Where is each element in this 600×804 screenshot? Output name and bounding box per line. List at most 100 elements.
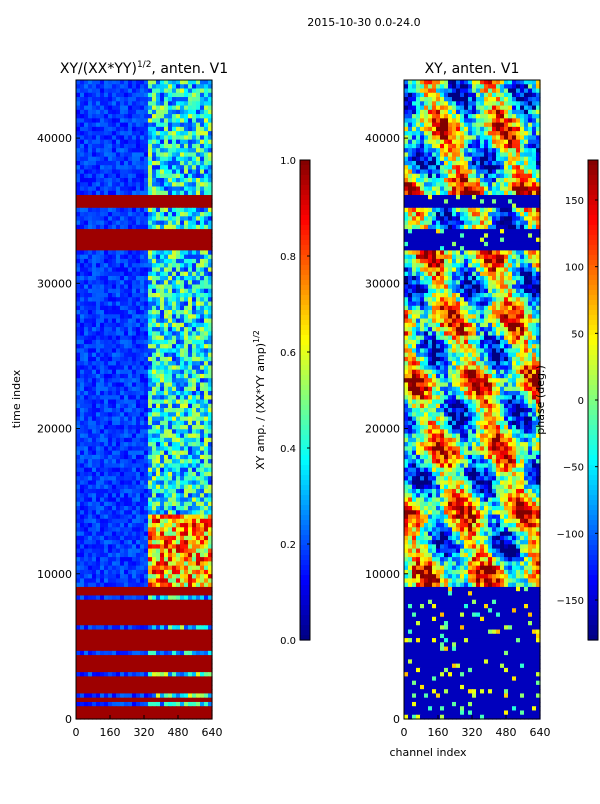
heatmap-cell	[116, 459, 121, 464]
heatmap-cell	[200, 310, 205, 315]
heatmap-cell	[192, 591, 197, 597]
heatmap-cell	[152, 629, 157, 635]
heatmap-cell	[200, 314, 205, 320]
heatmap-cell	[112, 390, 117, 396]
heatmap-cell	[124, 442, 129, 447]
heatmap-cell	[124, 672, 129, 677]
heatmap-cell	[100, 399, 105, 405]
heatmap-cell	[160, 160, 165, 166]
heatmap-cell	[92, 263, 97, 269]
heatmap-cell	[152, 135, 157, 141]
heatmap-cell	[104, 280, 109, 286]
heatmap-cell	[84, 454, 89, 460]
heatmap-cell	[164, 318, 169, 324]
heatmap-cell	[112, 552, 117, 558]
heatmap-cell	[148, 591, 153, 597]
heatmap-cell	[124, 582, 129, 588]
heatmap-cell	[112, 565, 117, 571]
heatmap-cell	[104, 237, 109, 243]
heatmap-cell	[100, 212, 105, 217]
left-title-superscript: 1/2	[137, 60, 151, 70]
heatmap-cell	[96, 531, 101, 537]
heatmap-cell	[100, 693, 105, 699]
heatmap-cell	[136, 578, 141, 584]
heatmap-cell	[176, 450, 181, 456]
heatmap-cell	[132, 356, 137, 362]
heatmap-cell	[188, 114, 193, 119]
heatmap-cell	[128, 403, 133, 409]
heatmap-cell	[140, 254, 145, 260]
heatmap-cell	[144, 339, 149, 345]
heatmap-cell	[80, 591, 85, 597]
heatmap-cell	[120, 207, 125, 213]
heatmap-cell	[112, 109, 117, 115]
heatmap-cell	[84, 523, 89, 528]
heatmap-cell	[88, 655, 93, 660]
heatmap-cell	[100, 450, 105, 456]
heatmap-cell	[172, 684, 177, 690]
heatmap-cell	[92, 578, 97, 584]
heatmap-cell	[80, 288, 85, 294]
heatmap-cell	[76, 233, 81, 239]
heatmap-cell	[168, 331, 173, 337]
heatmap-cell	[124, 676, 129, 682]
heatmap-cell	[144, 548, 149, 554]
heatmap-cell	[124, 484, 129, 490]
heatmap-cell	[152, 339, 157, 345]
heatmap-cell	[172, 284, 177, 290]
heatmap-cell	[148, 84, 153, 90]
heatmap-cell	[116, 697, 121, 703]
heatmap-cell	[160, 446, 165, 452]
heatmap-cell	[156, 518, 161, 524]
heatmap-cell	[92, 80, 97, 85]
heatmap-cell	[136, 169, 141, 175]
heatmap-cell	[180, 284, 185, 290]
heatmap-cell	[156, 531, 161, 537]
heatmap-cell	[96, 131, 101, 136]
heatmap-cell	[164, 561, 169, 567]
heatmap-cell	[144, 177, 149, 183]
heatmap-cell	[156, 586, 161, 592]
heatmap-cell	[80, 633, 85, 639]
heatmap-cell	[104, 344, 109, 349]
heatmap-cell	[108, 301, 113, 307]
heatmap-cell	[148, 297, 153, 303]
heatmap-cell	[168, 523, 173, 528]
heatmap-cell	[168, 527, 173, 533]
heatmap-cell	[112, 263, 117, 269]
heatmap-cell	[144, 258, 149, 264]
heatmap-cell	[196, 488, 201, 494]
heatmap-cell	[144, 105, 149, 111]
heatmap-cell	[84, 148, 89, 154]
heatmap-cell	[180, 552, 185, 558]
heatmap-cell	[88, 663, 93, 669]
heatmap-cell	[144, 701, 149, 707]
heatmap-cell	[108, 92, 113, 98]
heatmap-cell	[144, 386, 149, 392]
heatmap-cell	[148, 241, 153, 247]
heatmap-cell	[80, 433, 85, 439]
heatmap-cell	[204, 680, 209, 686]
heatmap-cell	[120, 344, 125, 349]
heatmap-cell	[148, 356, 153, 362]
heatmap-cell	[192, 518, 197, 524]
heatmap-cell	[124, 301, 129, 307]
heatmap-cell	[144, 454, 149, 460]
heatmap-cell	[140, 339, 145, 345]
heatmap-cell	[144, 408, 149, 413]
heatmap-cell	[104, 480, 109, 486]
heatmap-cell	[148, 629, 153, 635]
heatmap-cell	[160, 356, 165, 362]
heatmap-cell	[192, 254, 197, 260]
heatmap-cell	[204, 352, 209, 358]
heatmap-cell	[172, 676, 177, 682]
heatmap-cell	[116, 348, 121, 354]
heatmap-cell	[140, 544, 145, 550]
heatmap-cell	[128, 663, 133, 669]
heatmap-cell	[200, 540, 205, 545]
heatmap-cell	[100, 646, 105, 652]
heatmap-cell	[164, 642, 169, 648]
heatmap-cell	[140, 484, 145, 490]
heatmap-cell	[172, 582, 177, 588]
heatmap-cell	[160, 701, 165, 707]
